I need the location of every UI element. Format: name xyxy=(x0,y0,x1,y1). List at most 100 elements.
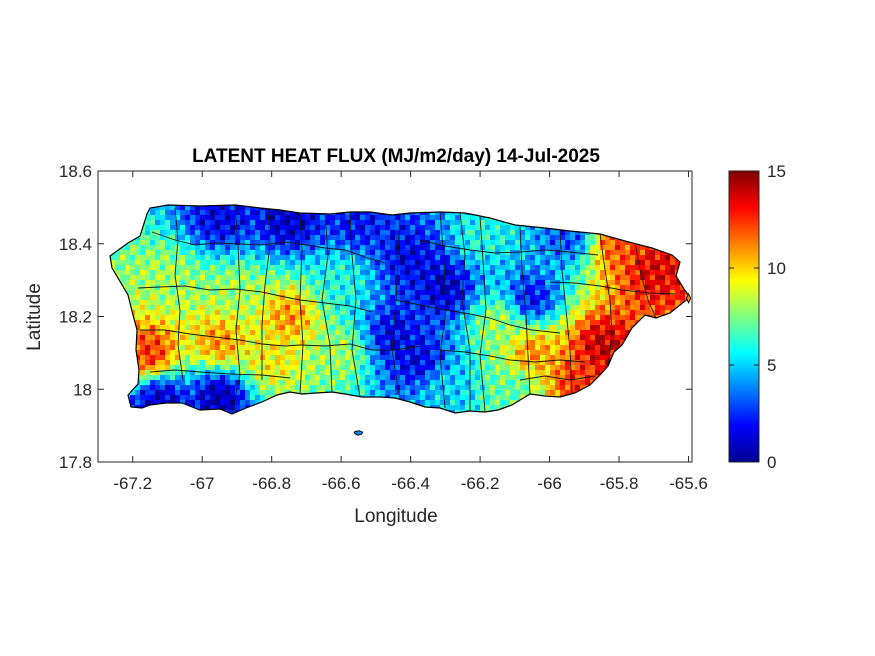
heat-cell xyxy=(615,245,621,251)
heat-cell xyxy=(375,360,381,366)
heat-cell xyxy=(610,260,616,266)
heat-cell xyxy=(180,365,186,371)
heat-cell xyxy=(275,370,281,376)
heat-cell xyxy=(205,375,211,381)
heat-cell xyxy=(270,265,276,271)
heat-cell xyxy=(250,230,256,236)
heat-cell xyxy=(485,345,491,351)
heat-cell xyxy=(375,340,381,346)
heat-cell xyxy=(535,380,541,386)
heat-cell xyxy=(275,380,281,386)
heat-cell xyxy=(455,270,461,276)
heat-cell xyxy=(515,275,521,281)
heat-cell xyxy=(275,355,281,361)
heat-cell xyxy=(150,275,156,281)
heat-cell xyxy=(290,260,296,266)
heat-cell xyxy=(475,260,481,266)
heat-cell xyxy=(290,375,296,381)
heat-cell xyxy=(365,320,371,326)
heat-cell xyxy=(565,300,571,306)
heat-cell xyxy=(345,250,351,256)
heat-cell xyxy=(555,340,561,346)
heat-cell xyxy=(355,220,361,226)
heat-cell xyxy=(500,390,506,396)
heat-cell xyxy=(420,305,426,311)
heat-cell xyxy=(625,265,631,271)
heat-cell xyxy=(135,350,141,356)
heat-cell xyxy=(225,230,231,236)
heat-cell xyxy=(140,385,146,391)
heat-cell xyxy=(530,260,536,266)
heat-cell xyxy=(425,355,431,361)
heat-cell xyxy=(530,340,536,346)
heat-cell xyxy=(150,280,156,286)
heat-cell xyxy=(545,390,551,396)
heat-cell xyxy=(160,300,166,306)
heat-cell xyxy=(305,380,311,386)
heat-cell xyxy=(235,340,241,346)
heat-cell xyxy=(575,310,581,316)
heat-cell xyxy=(510,285,516,291)
heat-cell xyxy=(535,330,541,336)
heat-cell xyxy=(365,235,371,241)
heat-cell xyxy=(210,340,216,346)
heat-cell xyxy=(200,340,206,346)
heat-cell xyxy=(535,340,541,346)
heat-cell xyxy=(290,365,296,371)
heat-cell xyxy=(160,255,166,261)
heat-cell xyxy=(195,360,201,366)
heat-cell xyxy=(295,365,301,371)
heat-cell xyxy=(195,290,201,296)
heat-cell xyxy=(295,260,301,266)
heat-cell xyxy=(610,255,616,261)
heat-cell xyxy=(225,360,231,366)
heat-cell xyxy=(130,395,136,401)
heat-cell xyxy=(540,315,546,321)
heat-cell xyxy=(510,275,516,281)
heat-cell xyxy=(430,350,436,356)
heat-cell xyxy=(505,380,511,386)
heat-cell xyxy=(360,245,366,251)
heat-cell xyxy=(620,305,626,311)
heat-cell xyxy=(240,350,246,356)
heat-cell xyxy=(350,365,356,371)
heat-cell xyxy=(450,215,456,221)
heat-cell xyxy=(435,300,441,306)
heat-cell xyxy=(570,375,576,381)
heat-cell xyxy=(395,315,401,321)
heat-cell xyxy=(295,335,301,341)
heat-cell xyxy=(575,325,581,331)
heat-cell xyxy=(530,320,536,326)
heat-cell xyxy=(185,260,191,266)
heat-cell xyxy=(230,395,236,401)
heat-cell xyxy=(500,395,506,401)
heat-cell xyxy=(475,390,481,396)
heat-cell xyxy=(275,225,281,231)
heat-cell xyxy=(290,225,296,231)
heat-cell xyxy=(195,315,201,321)
heat-cell xyxy=(515,320,521,326)
heat-cell xyxy=(635,285,641,291)
heat-cell xyxy=(310,325,316,331)
heat-cell xyxy=(430,330,436,336)
heat-cell xyxy=(135,355,141,361)
heat-cell xyxy=(550,250,556,256)
heat-cell xyxy=(340,350,346,356)
heat-cell xyxy=(515,240,521,246)
heat-cell xyxy=(670,275,676,281)
heat-cell xyxy=(180,395,186,401)
heat-cell xyxy=(390,380,396,386)
heat-cell xyxy=(260,305,266,311)
heat-cell xyxy=(235,405,241,411)
heat-cell xyxy=(560,335,566,341)
heat-cell xyxy=(430,395,436,401)
heat-cell xyxy=(215,350,221,356)
heat-cell xyxy=(220,250,226,256)
heat-cell xyxy=(355,250,361,256)
heat-cell xyxy=(305,335,311,341)
heat-cell xyxy=(240,285,246,291)
heat-cell xyxy=(385,265,391,271)
heat-cell xyxy=(445,380,451,386)
heat-cell xyxy=(420,265,426,271)
heat-cell xyxy=(150,390,156,396)
